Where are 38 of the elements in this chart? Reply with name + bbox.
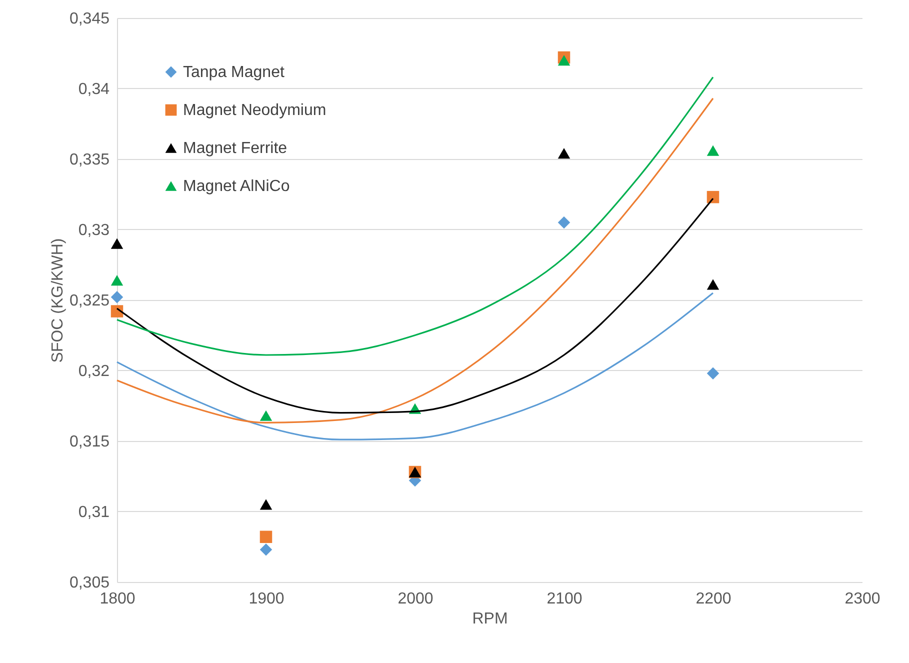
y-axis-title: SFOC (KG/KWH) (49, 238, 66, 363)
point (110, 305, 124, 318)
x-tick-label: 1900 (248, 590, 284, 608)
point (558, 148, 570, 159)
point (706, 279, 720, 290)
line-series (116, 292, 714, 440)
y-tick-label: 0,305 (69, 574, 110, 592)
point (110, 274, 124, 286)
legend-label: Magnet Ferrite (183, 140, 288, 157)
x-tick-label: 2000 (398, 590, 434, 608)
point (558, 216, 570, 229)
y-tick-label: 0,34 (78, 81, 110, 98)
point (706, 367, 720, 380)
line-series (116, 98, 714, 424)
point (706, 190, 720, 204)
y-tick-label: 0,325 (69, 292, 110, 310)
x-axis-title: RPM (472, 610, 508, 628)
y-tick-label: 0,31 (78, 504, 110, 521)
legend-label: Magnet AlNiCo (183, 178, 290, 195)
x-tick-label: 2100 (546, 590, 582, 608)
point (260, 543, 272, 556)
y-tick-label: 0,33 (78, 222, 110, 239)
y-tick-label: 0,315 (69, 434, 110, 450)
point (110, 291, 124, 304)
point (260, 499, 272, 510)
y-tick-label: 0,32 (78, 363, 110, 380)
x-tick-label: 1800 (100, 590, 136, 608)
point (110, 238, 124, 249)
point (260, 410, 272, 421)
x-tick-label: 2300 (844, 590, 880, 608)
y-tick-label: 0,335 (69, 152, 110, 168)
x-tick-label: 2200 (696, 590, 732, 608)
point (558, 54, 570, 66)
legend-label: Tanpa Magnet (183, 64, 285, 81)
point (706, 145, 720, 156)
point (260, 530, 272, 544)
legend-label: Magnet Neodymium (183, 102, 326, 119)
y-tick-label: 0,345 (69, 10, 110, 28)
